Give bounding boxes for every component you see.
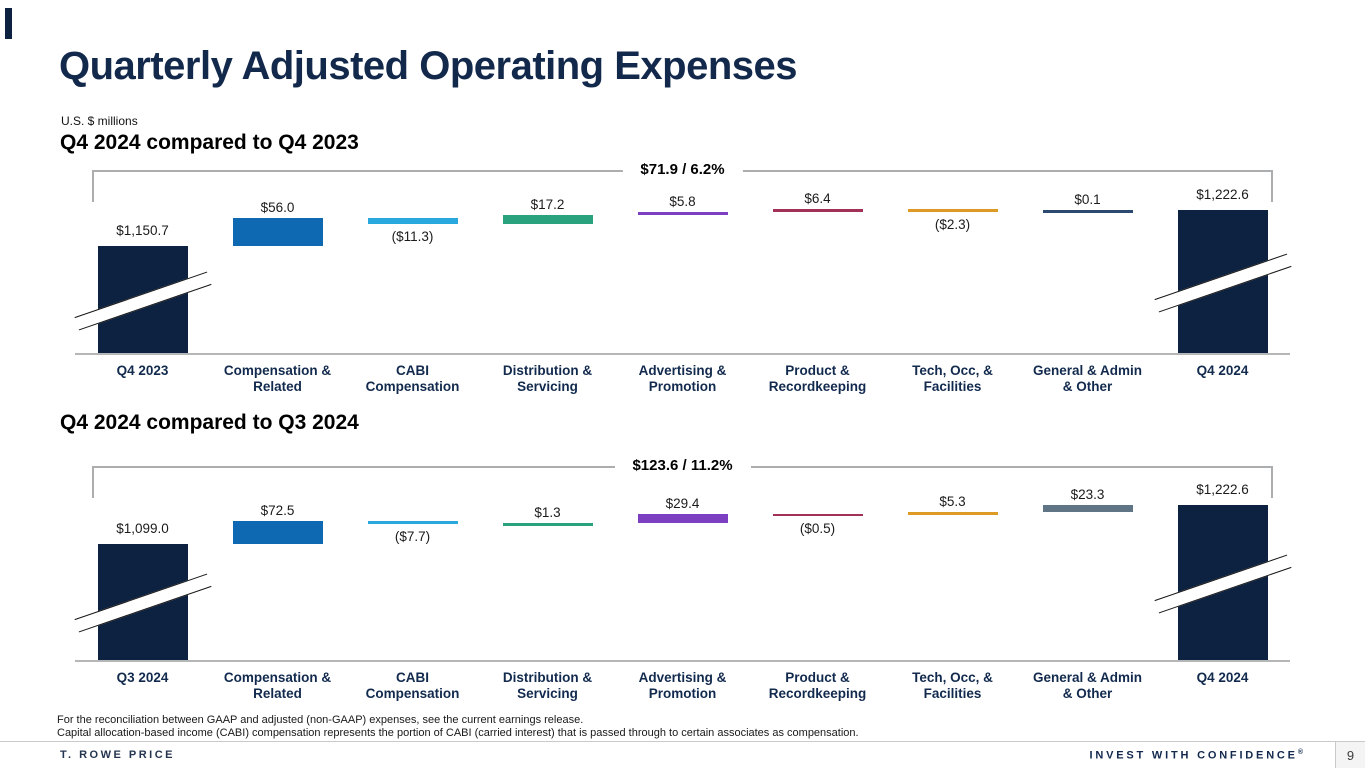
waterfall-bar [232, 521, 323, 545]
bar-value-label: $17.2 [530, 197, 565, 213]
page-title: Quarterly Adjusted Operating Expenses [59, 44, 798, 88]
waterfall-bar [907, 512, 998, 515]
bar-value-label: ($0.5) [799, 521, 836, 537]
bar-value-label: $72.5 [260, 503, 295, 519]
x-axis-label: CABI Compensation [365, 670, 460, 701]
bar-value-label: $56.0 [260, 200, 295, 216]
slide-corner-mark [5, 8, 12, 39]
waterfall-bar [772, 209, 863, 213]
waterfall-chart-q4-vs-q3: $123.6 / 11.2% $1,099.0 $72.5 ($7.7) $1.3 $2… [74, 457, 1291, 710]
tagline-text: INVEST WITH CONFIDENCE® [1089, 749, 1303, 762]
units-note: U.S. $ millions [61, 114, 138, 128]
waterfall-bar [637, 513, 728, 524]
x-axis-label: Compensation & Related [223, 670, 332, 701]
x-axis-label: Q4 2024 [1196, 363, 1249, 378]
x-axis-label: Product & Recordkeeping [768, 363, 867, 394]
x-axis-label: General & Admin & Other [1032, 363, 1143, 394]
total-change-label: $71.9 / 6.2% [622, 161, 743, 178]
x-axis-label: General & Admin & Other [1032, 670, 1143, 701]
page-number: 9 [1335, 742, 1365, 768]
bar-value-label: $1.3 [534, 505, 561, 521]
bar-value-label: $1,150.7 [116, 223, 169, 239]
x-axis-label: Q4 2024 [1196, 670, 1249, 685]
x-axis-label: Q3 2024 [116, 670, 169, 685]
x-axis-label: Tech, Occ, & Facilities [912, 670, 993, 701]
total-change-bracket: $123.6 / 11.2% [92, 457, 1273, 498]
registered-mark: ® [1297, 749, 1303, 756]
footnote-line: For the reconciliation between GAAP and … [57, 714, 584, 726]
x-axis-label: Tech, Occ, & Facilities [912, 363, 993, 394]
waterfall-bar [1042, 505, 1133, 513]
bar-value-label: $5.3 [939, 494, 966, 510]
bar-value-label: $1,222.6 [1196, 482, 1249, 497]
footer-bar: T. ROWE PRICE INVEST WITH CONFIDENCE® 9 [0, 741, 1365, 768]
bar-value-label: $29.4 [665, 495, 700, 511]
waterfall-bar [367, 521, 458, 524]
x-axis-label: Advertising & Promotion [638, 363, 727, 394]
waterfall-bar [502, 215, 593, 224]
waterfall-bar [637, 212, 728, 216]
plot-area: $71.9 / 6.2% $1,150.7 $56.0 ($11.3) $17.2 $5… [74, 161, 1291, 355]
waterfall-bar [1042, 210, 1133, 213]
x-axis-labels: Q3 2024 Compensation & Related CABI Compen… [75, 662, 1290, 710]
footnotes: For the reconciliation between GAAP and … [57, 714, 859, 739]
x-axis-label: Advertising & Promotion [638, 670, 727, 701]
x-axis-label: Compensation & Related [223, 363, 332, 394]
bar-value-label: ($11.3) [391, 228, 434, 244]
chart1-heading: Q4 2024 compared to Q4 2023 [60, 131, 359, 154]
bar-value-label: ($2.3) [934, 216, 971, 232]
total-change-bracket: $71.9 / 6.2% [92, 161, 1273, 202]
footnote-line: Capital allocation-based income (CABI) c… [57, 726, 859, 739]
bar-value-label: $1,099.0 [116, 521, 169, 537]
chart2-heading: Q4 2024 compared to Q3 2024 [60, 411, 359, 434]
brand-logo-text: T. ROWE PRICE [60, 749, 176, 761]
x-axis-label: Q4 2023 [116, 363, 169, 378]
x-axis-labels: Q4 2023 Compensation & Related CABI Compen… [75, 355, 1290, 403]
waterfall-bar [907, 209, 998, 212]
x-axis-label: CABI Compensation [365, 363, 460, 394]
x-axis-label: Product & Recordkeeping [768, 670, 867, 701]
waterfall-bar [367, 218, 458, 224]
bar-value-label: $0.1 [1074, 192, 1101, 208]
x-axis-label: Distribution & Servicing [502, 670, 593, 701]
waterfall-bar [772, 513, 863, 517]
waterfall-bar [502, 523, 593, 526]
bar-value-label: $1,222.6 [1196, 187, 1249, 203]
bar-value-label: $6.4 [804, 191, 831, 206]
bar-value-label: ($7.7) [394, 528, 431, 544]
plot-area: $123.6 / 11.2% $1,099.0 $72.5 ($7.7) $1.3 $2… [74, 457, 1291, 662]
waterfall-bar [232, 218, 323, 247]
total-change-label: $123.6 / 11.2% [614, 457, 751, 474]
x-axis-label: Distribution & Servicing [502, 363, 593, 394]
waterfall-chart-q4-vs-q4: $71.9 / 6.2% $1,150.7 $56.0 ($11.3) $17.2 $5… [74, 161, 1291, 403]
bar-value-label: $5.8 [669, 194, 696, 210]
bar-value-label: $23.3 [1070, 487, 1105, 502]
